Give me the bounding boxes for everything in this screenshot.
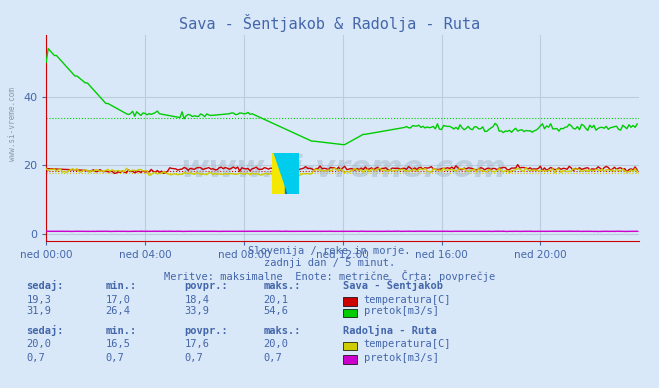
Text: 16,5: 16,5 (105, 339, 130, 349)
Bar (343, 355, 357, 364)
Text: sedaj:: sedaj: (26, 280, 64, 291)
Text: 26,4: 26,4 (105, 306, 130, 316)
Text: 19,3: 19,3 (26, 294, 51, 305)
Text: www.si-vreme.com: www.si-vreme.com (8, 87, 17, 161)
Text: 0,7: 0,7 (185, 353, 203, 363)
Text: 0,7: 0,7 (264, 353, 282, 363)
Text: povpr.:: povpr.: (185, 281, 228, 291)
Text: temperatura[C]: temperatura[C] (364, 339, 451, 349)
Text: pretok[m3/s]: pretok[m3/s] (364, 306, 439, 316)
Text: min.:: min.: (105, 326, 136, 336)
Bar (343, 309, 357, 317)
Text: pretok[m3/s]: pretok[m3/s] (364, 353, 439, 363)
Text: sedaj:: sedaj: (26, 325, 64, 336)
Text: zadnji dan / 5 minut.: zadnji dan / 5 minut. (264, 258, 395, 268)
Text: Radoljna - Ruta: Radoljna - Ruta (343, 325, 436, 336)
Text: povpr.:: povpr.: (185, 326, 228, 336)
Text: 17,0: 17,0 (105, 294, 130, 305)
Text: Sava - Šentjakob & Radolja - Ruta: Sava - Šentjakob & Radolja - Ruta (179, 14, 480, 31)
Text: temperatura[C]: temperatura[C] (364, 294, 451, 305)
Bar (343, 342, 357, 350)
Text: 17,6: 17,6 (185, 339, 210, 349)
Text: www.si-vreme.com: www.si-vreme.com (180, 154, 505, 183)
Polygon shape (274, 153, 299, 194)
Text: 0,7: 0,7 (26, 353, 45, 363)
Text: 18,4: 18,4 (185, 294, 210, 305)
Polygon shape (272, 153, 285, 194)
Text: 20,0: 20,0 (26, 339, 51, 349)
Text: Sava - Šentjakob: Sava - Šentjakob (343, 279, 443, 291)
Text: maks.:: maks.: (264, 281, 301, 291)
Bar (343, 297, 357, 306)
Polygon shape (285, 153, 299, 194)
Text: Slovenija / reke in morje.: Slovenija / reke in morje. (248, 246, 411, 256)
Text: 33,9: 33,9 (185, 306, 210, 316)
Text: Meritve: maksimalne  Enote: metrične  Črta: povprečje: Meritve: maksimalne Enote: metrične Črta… (164, 270, 495, 282)
Text: min.:: min.: (105, 281, 136, 291)
Text: 20,1: 20,1 (264, 294, 289, 305)
Text: 0,7: 0,7 (105, 353, 124, 363)
Text: 31,9: 31,9 (26, 306, 51, 316)
Text: 20,0: 20,0 (264, 339, 289, 349)
Text: 54,6: 54,6 (264, 306, 289, 316)
Text: maks.:: maks.: (264, 326, 301, 336)
